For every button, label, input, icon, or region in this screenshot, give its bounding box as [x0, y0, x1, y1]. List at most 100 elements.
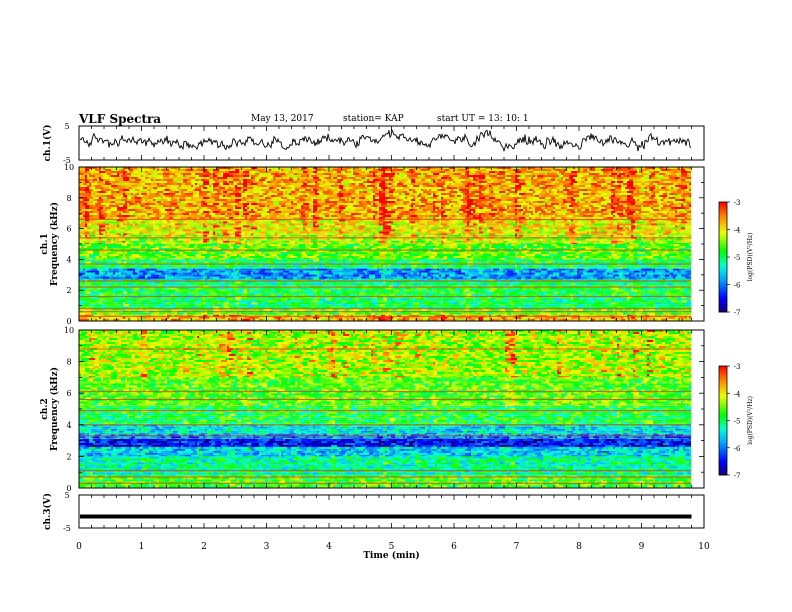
- spectrogram-cell: [269, 298, 273, 300]
- spectrogram-cell: [287, 298, 291, 300]
- spectrogram-cell: [181, 294, 187, 296]
- spectrogram-cell: [287, 313, 293, 315]
- spectrogram-cell: [483, 269, 485, 271]
- spectrogram-cell: [545, 277, 547, 279]
- spectrogram-cell: [349, 279, 351, 280]
- spectrogram-cell: [209, 277, 213, 279]
- spectrogram-cell: [493, 313, 495, 315]
- spectrogram-cell: [129, 281, 135, 283]
- spectrogram-cell: [465, 269, 471, 271]
- spectrogram-cell: [233, 304, 237, 306]
- spectrogram-cell: [403, 292, 405, 294]
- spectrogram-cell: [259, 288, 263, 290]
- spectrogram-cell: [605, 275, 609, 277]
- spectrogram-cell: [523, 300, 525, 302]
- spectrogram-cell: [391, 277, 397, 279]
- spectrogram-cell: [309, 281, 311, 283]
- spectrogram-cell: [297, 279, 301, 280]
- spectrogram-cell: [587, 271, 593, 273]
- spectrogram-cell: [665, 304, 669, 306]
- spectrogram-cell: [433, 271, 439, 273]
- spectrogram-cell: [661, 290, 663, 292]
- spectrogram-cell: [435, 298, 441, 300]
- spectrogram-cell: [353, 292, 359, 294]
- spectrogram-cell: [603, 290, 609, 292]
- spectrogram-cell: [441, 306, 447, 308]
- spectrogram-cell: [165, 313, 167, 315]
- spectrogram-cell: [561, 304, 565, 306]
- spectrogram-cell: [331, 306, 337, 308]
- spectrogram-cell: [541, 300, 543, 302]
- spectrogram-cell: [85, 283, 91, 285]
- spectrogram-cell: [441, 298, 443, 300]
- spectrogram-cell: [377, 313, 383, 315]
- spectrogram-cell: [507, 298, 509, 300]
- spectrogram-cell: [529, 288, 531, 290]
- spectrogram-cell: [185, 300, 187, 302]
- spectrogram-cell: [389, 269, 393, 271]
- spectrogram-cell: [537, 283, 541, 285]
- spectrogram-cell: [643, 288, 649, 290]
- spectrogram-cell: [215, 304, 219, 306]
- spectrogram-cell: [635, 279, 637, 280]
- spectrogram-cell: [645, 273, 647, 275]
- spectrogram-cell: [465, 283, 471, 285]
- spectrogram-cell: [263, 306, 265, 308]
- spectrogram-cell: [363, 302, 367, 304]
- spectrogram-cell: [341, 292, 347, 294]
- spectrogram-cell: [291, 283, 293, 285]
- spectrogram-cell: [327, 281, 331, 283]
- spectrogram-cell: [395, 313, 399, 315]
- spectrogram-cell: [621, 281, 623, 283]
- spectrogram-cell: [285, 302, 289, 304]
- spectrogram-cell: [81, 306, 85, 308]
- spectrogram-cell: [217, 288, 219, 290]
- spectrogram-cell: [349, 259, 353, 261]
- spectrogram-cell: [499, 306, 503, 308]
- spectrogram-cell: [477, 302, 481, 304]
- spectrogram-cell: [365, 298, 371, 300]
- spectrogram-cell: [281, 259, 287, 261]
- spectrogram-cell: [625, 275, 629, 277]
- spectrogram-cell: [251, 281, 253, 283]
- spectrogram-cell: [635, 292, 641, 294]
- spectrogram-cell: [165, 302, 171, 304]
- spectrogram-cell: [651, 317, 655, 319]
- spectrogram-cell: [247, 288, 249, 290]
- spectrogram-cell: [549, 275, 555, 277]
- spectrogram-cell: [587, 304, 589, 306]
- spectrogram-cell: [171, 298, 175, 300]
- spectrogram-cell: [465, 304, 471, 306]
- spectrogram-cell: [523, 290, 529, 292]
- spectrogram-cell: [135, 313, 141, 315]
- spectrogram-cell: [425, 294, 431, 296]
- spectrogram-cell: [367, 302, 369, 304]
- spectrogram-cell: [283, 302, 285, 304]
- spectrogram-cell: [291, 304, 295, 306]
- spectrogram-cell: [589, 306, 591, 308]
- spectrogram-cell: [331, 271, 337, 273]
- spectrogram-cell: [293, 269, 299, 271]
- spectrogram-cell: [157, 259, 161, 261]
- spectrogram-cell: [177, 281, 183, 283]
- spectrogram-cell: [331, 277, 335, 279]
- spectrogram-cell: [587, 300, 591, 302]
- spectrogram-cell: [477, 294, 483, 296]
- spectrogram-cell: [305, 294, 307, 296]
- spectrogram-cell: [373, 279, 377, 280]
- spectrogram-cell: [317, 294, 321, 296]
- spectrogram-cell: [375, 294, 377, 296]
- spectrogram-cell: [197, 277, 203, 279]
- spectrogram-cell: [207, 306, 209, 308]
- spectrogram-cell: [497, 317, 501, 319]
- spectrogram-cell: [311, 304, 317, 306]
- spectrogram-cell: [401, 283, 405, 285]
- spectrogram-cell: [171, 277, 175, 279]
- spectrogram-cell: [651, 304, 653, 306]
- spectrogram-cell: [399, 279, 401, 280]
- spectrogram-cell: [619, 271, 625, 273]
- spectrogram-cell: [323, 281, 325, 283]
- spectrogram-cell: [543, 281, 549, 283]
- spectrogram-cell: [603, 277, 607, 279]
- spectrogram-cell: [489, 281, 491, 283]
